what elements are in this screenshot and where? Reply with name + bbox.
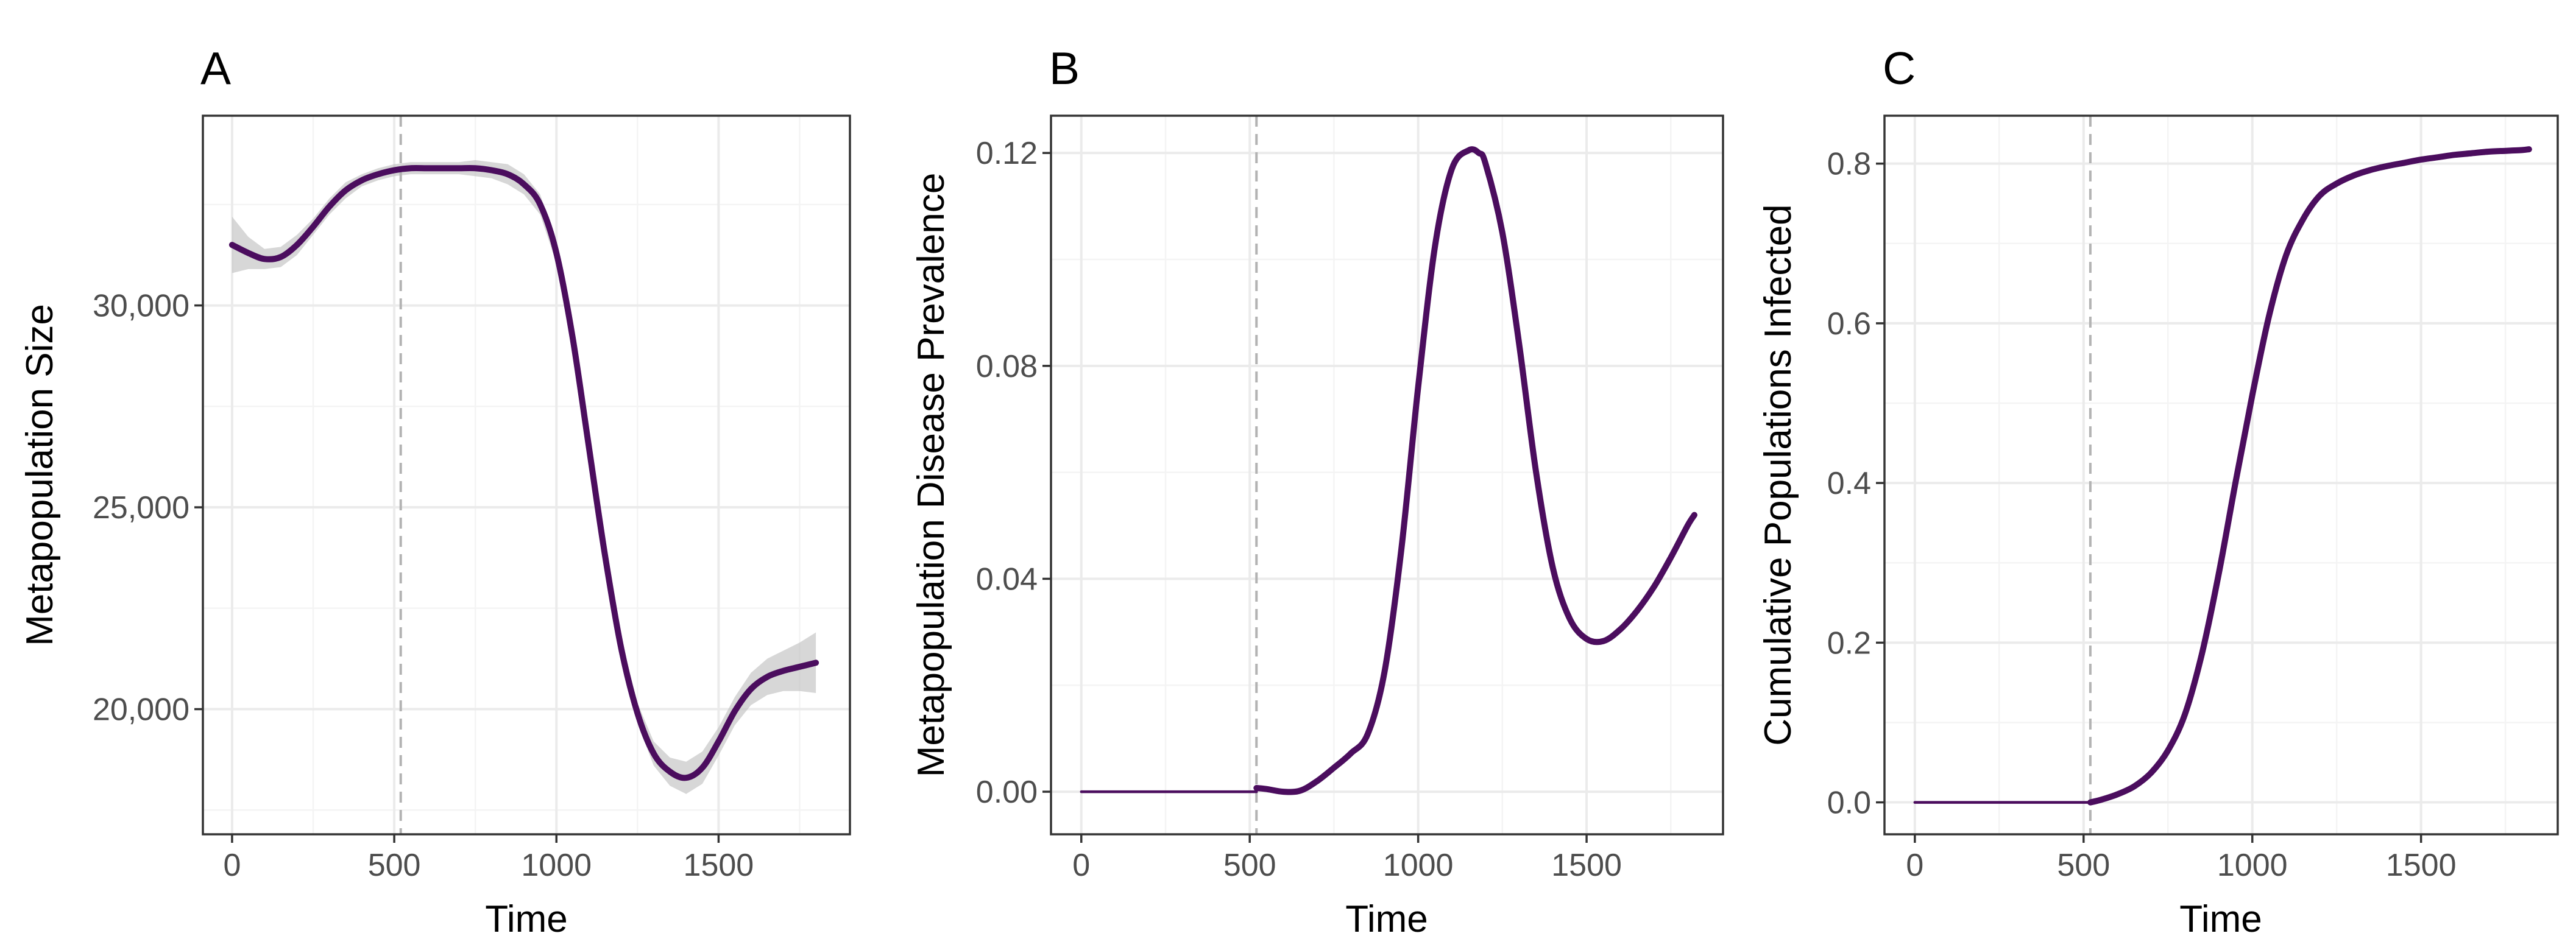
y-tick-label-b: 0.12 xyxy=(976,136,1038,171)
y-tick-label-c: 0.8 xyxy=(1827,147,1871,182)
plot-border-a xyxy=(202,114,851,836)
series-layer-a xyxy=(228,164,819,781)
y-tick-label-b: 0.08 xyxy=(976,349,1038,384)
grid-a xyxy=(203,116,850,834)
y-tick-label-c: 0.4 xyxy=(1827,466,1871,501)
x-tick-label-b: 1500 xyxy=(1551,848,1622,883)
x-tick-label-c: 500 xyxy=(2057,848,2110,883)
ticks-c: 0 500 1000 1500 0.0 0.2 0.4 0.6 0.8 xyxy=(1827,147,2457,883)
y-tick-label-c: 0.0 xyxy=(1827,786,1871,821)
y-axis-title-c: Cumulative Populations Infected xyxy=(1757,204,1799,745)
series-layer-c xyxy=(1913,146,2532,806)
x-tick-label-a: 0 xyxy=(223,848,241,883)
plot-border-c xyxy=(1883,114,2559,836)
smoothed-line-c xyxy=(2087,146,2532,806)
x-tick-label-b: 1000 xyxy=(1383,848,1454,883)
x-axis-title-a: Time xyxy=(485,898,567,940)
y-tick-label-a: 20,000 xyxy=(93,692,189,727)
confidence-band-a xyxy=(232,160,816,794)
series-layer-b xyxy=(1080,146,1697,795)
y-tick-label-b: 0.00 xyxy=(976,775,1038,810)
smoothed-line-a xyxy=(228,164,819,781)
x-tick-label-c: 1500 xyxy=(2386,848,2457,883)
panel-c: C 0 500 1000 1500 0.0 0.2 0.4 0.6 0.8 Time Cumul… xyxy=(1757,43,2559,940)
panel-letter-c: C xyxy=(1883,43,1916,94)
x-tick-label-a: 500 xyxy=(368,848,421,883)
ticks-b: 0 500 1000 1500 0.00 0.04 0.08 0.12 xyxy=(976,136,1622,883)
y-tick-label-a: 30,000 xyxy=(93,289,189,324)
panel-b: B 0 500 1000 1500 0.00 0.04 0.08 0.12 Time Meta… xyxy=(910,43,1724,940)
ticks-a: 0 500 1000 1500 20,000 25,000 30,000 xyxy=(93,289,754,883)
x-tick-label-a: 1000 xyxy=(521,848,592,883)
plot-border-b xyxy=(1050,114,1724,836)
x-axis-title-b: Time xyxy=(1345,898,1428,940)
panel-a: A 0 500 1000 1500 20,000 25,000 30,000 Time Me… xyxy=(19,43,851,940)
ribbon-layer-a xyxy=(232,160,816,794)
y-axis-title-b: Metapopulation Disease Prevalence xyxy=(910,173,952,778)
x-axis-title-c: Time xyxy=(2179,898,2262,940)
x-tick-label-c: 0 xyxy=(1906,848,1923,883)
grid-c xyxy=(1884,116,2558,834)
grid-b xyxy=(1051,116,1723,834)
y-tick-label-a: 25,000 xyxy=(93,490,189,526)
y-tick-label-c: 0.6 xyxy=(1827,306,1871,342)
x-tick-label-a: 1500 xyxy=(684,848,754,883)
smoothed-line-b xyxy=(1253,146,1697,795)
panel-letter-a: A xyxy=(200,43,231,94)
x-tick-label-b: 0 xyxy=(1072,848,1090,883)
y-axis-title-a: Metapopulation Size xyxy=(19,304,61,646)
y-tick-label-b: 0.04 xyxy=(976,561,1038,597)
y-tick-label-c: 0.2 xyxy=(1827,625,1871,661)
x-tick-label-c: 1000 xyxy=(2217,848,2288,883)
panel-letter-b: B xyxy=(1049,43,1080,94)
x-tick-label-b: 500 xyxy=(1223,848,1276,883)
